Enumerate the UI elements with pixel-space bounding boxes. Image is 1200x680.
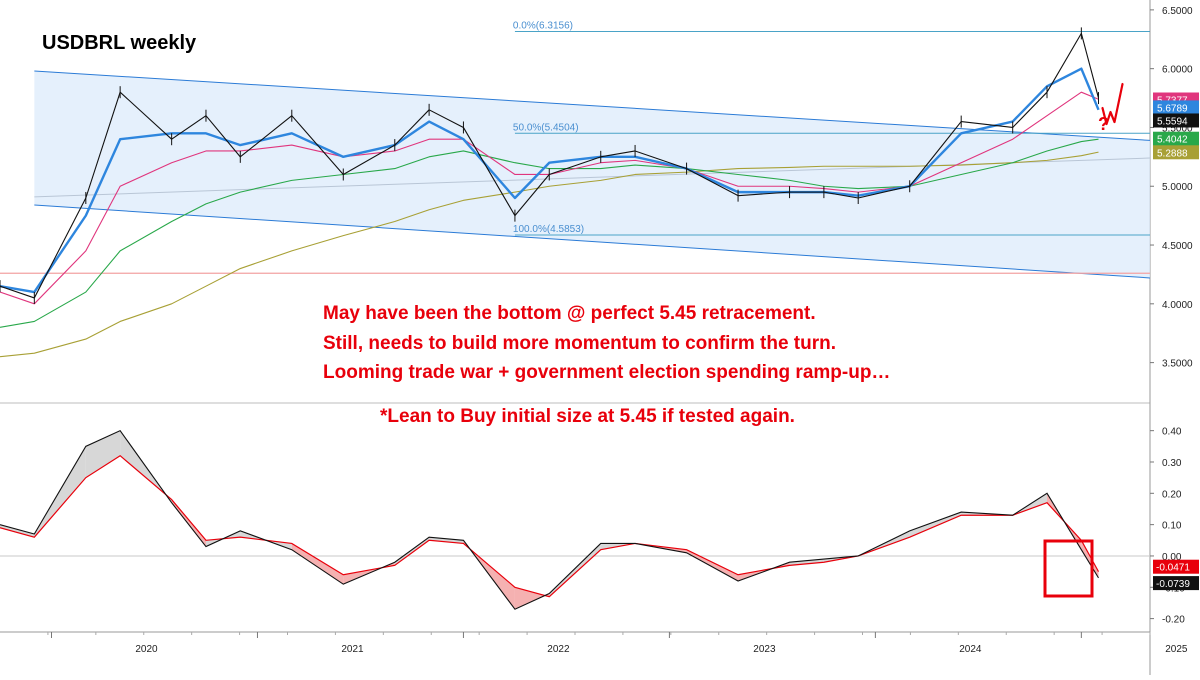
oscillator-band: [0, 524, 35, 538]
oscillator-band: [514, 587, 550, 610]
oscillator-band: [1081, 540, 1099, 578]
osc-tick-label-0: 0.40: [1162, 427, 1182, 438]
fib-level-label-1: 50.0%(5.4504): [513, 122, 579, 133]
annotation-line-4: *Lean to Buy initial size at 5.45 if tes…: [380, 406, 795, 427]
price-tick-label-5: 6.0000: [1162, 65, 1193, 76]
chart-title: USDBRL weekly: [42, 32, 197, 54]
price-tag-label-4: 5.2888: [1157, 148, 1188, 159]
channel-upper-line: [34, 70, 1151, 141]
fib-level-label-2: 100.0%(4.5853): [513, 224, 584, 235]
x-tick-label-3: 2023: [753, 644, 776, 655]
osc-tick-label-1: 0.30: [1162, 458, 1182, 469]
price-tag-2: [1153, 113, 1199, 128]
price-tick-label-4: 5.5000: [1162, 123, 1193, 134]
fib-level-label-0: 0.0%(6.3156): [513, 21, 573, 32]
price-tick-label-1: 4.0000: [1162, 300, 1193, 311]
price-tag-1: [1153, 100, 1199, 115]
x-tick-label-4: 2024: [959, 644, 982, 655]
channel-lower-line: [34, 204, 1151, 279]
annotation-line-3: Looming trade war + government election …: [323, 362, 891, 383]
annotation-line-1: May have been the bottom @ perfect 5.45 …: [323, 303, 816, 324]
price-tag-label-2: 5.5594: [1157, 116, 1188, 127]
price-tag-label-3: 5.4042: [1157, 135, 1188, 146]
oscillator-main-line: [0, 429, 1099, 610]
oscillator-band: [549, 543, 601, 597]
price-tick-label-2: 4.5000: [1162, 241, 1193, 252]
osc-tag-label-1: -0.0739: [1156, 579, 1190, 590]
osc-tick-label-6: -0.20: [1162, 615, 1185, 626]
price-tag-3: [1153, 131, 1199, 146]
oscillator-band: [291, 543, 344, 585]
oscillator-band: [85, 430, 121, 478]
price-tick-label-0: 3.5000: [1162, 359, 1193, 370]
oscillator-band: [909, 512, 962, 538]
ma-fast-line: [0, 67, 1100, 294]
annotation-line-2: Still, needs to build more momentum to c…: [323, 333, 837, 354]
x-tick-label-2: 2022: [547, 644, 570, 655]
oscillator-signal-line: [0, 454, 1100, 598]
oscillator-band: [429, 537, 464, 544]
price-tag-4: [1153, 145, 1199, 160]
osc-tick-label-4: 0.00: [1162, 552, 1182, 563]
w-pattern-sketch: [1101, 82, 1124, 126]
oscillator-highlight-box: [1043, 539, 1094, 598]
price-tick-label-6: 6.5000: [1162, 6, 1193, 17]
oscillator-band: [789, 559, 824, 566]
price-tick-label-3: 5.0000: [1162, 182, 1193, 193]
oscillator-band: [686, 549, 739, 582]
osc-tag-1: [1153, 576, 1199, 591]
osc-tag-label-0: -0.0471: [1156, 563, 1190, 574]
x-tick-label-5: 2025: [1165, 644, 1188, 655]
price-tag-label-1: 5.6789: [1157, 103, 1188, 114]
question-mark: ?: [1098, 114, 1109, 134]
ma-olive-line: [0, 151, 1099, 358]
x-tick-label-1: 2021: [341, 644, 364, 655]
osc-tick-label-3: 0.10: [1162, 521, 1182, 532]
channel-fill: [34, 71, 1150, 278]
x-tick-label-0: 2020: [135, 644, 158, 655]
osc-tag-0: [1153, 559, 1199, 574]
oscillator-band: [394, 537, 430, 566]
osc-tick-label-2: 0.20: [1162, 489, 1182, 500]
